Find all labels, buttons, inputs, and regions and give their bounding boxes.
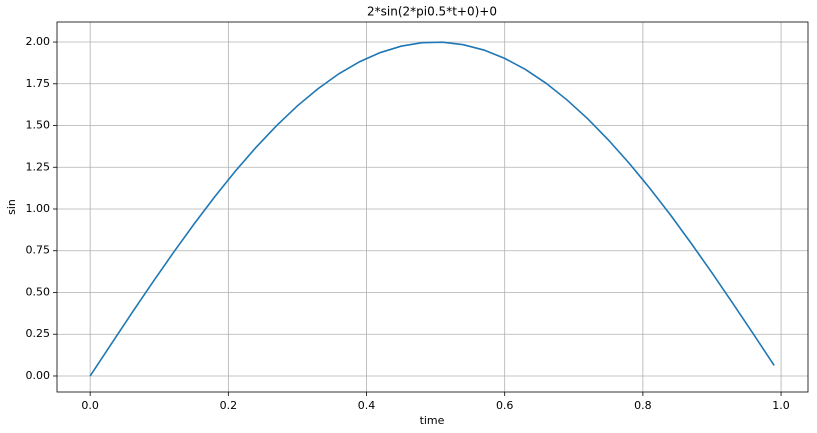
chart-title: 2*sin(2*pi0.5*t+0)+0 bbox=[367, 5, 497, 19]
y-axis-label: sin bbox=[5, 199, 18, 215]
y-tick-label: 1.25 bbox=[26, 160, 51, 173]
y-tick-label: 0.50 bbox=[26, 285, 51, 298]
x-tick-label: 0.4 bbox=[358, 399, 376, 412]
data-line bbox=[89, 41, 775, 377]
y-tick-label: 0.00 bbox=[26, 369, 51, 382]
x-tick-label: 1.0 bbox=[772, 399, 790, 412]
x-tick-label: 0.8 bbox=[634, 399, 652, 412]
x-tick-label: 0.6 bbox=[496, 399, 514, 412]
x-axis-label: time bbox=[420, 414, 445, 427]
y-tick-label: 0.75 bbox=[26, 244, 51, 257]
y-tick-label: 1.50 bbox=[26, 119, 51, 132]
y-tick-label: 0.25 bbox=[26, 327, 51, 340]
x-tick-label: 0.0 bbox=[81, 399, 99, 412]
y-tick-label: 1.00 bbox=[26, 202, 51, 215]
plot-frame bbox=[56, 21, 809, 393]
x-tick-label: 0.2 bbox=[220, 399, 238, 412]
y-tick-label: 1.75 bbox=[26, 77, 51, 90]
y-tick-label: 2.00 bbox=[26, 35, 51, 48]
